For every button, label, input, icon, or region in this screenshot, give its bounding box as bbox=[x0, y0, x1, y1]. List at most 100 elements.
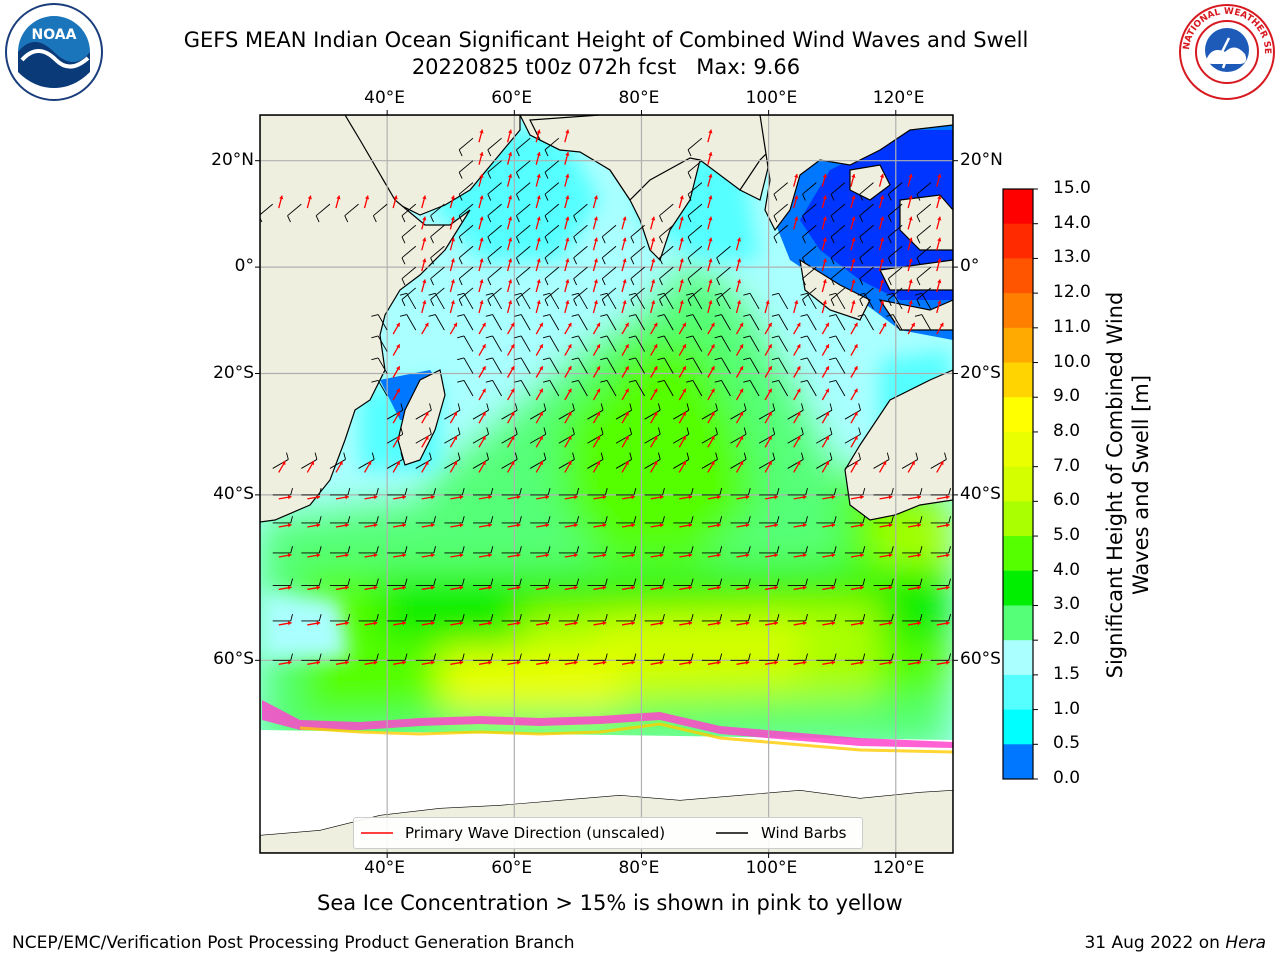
wind-barb bbox=[800, 335, 817, 352]
colorbar-segment bbox=[1003, 501, 1033, 537]
wave-direction-arrow bbox=[707, 388, 715, 401]
wind-barb bbox=[386, 452, 404, 469]
wave-direction-arrow bbox=[850, 300, 856, 314]
wave-direction-arrow bbox=[678, 279, 684, 293]
wind-barb bbox=[730, 578, 751, 586]
wave-direction-arrow bbox=[821, 300, 827, 314]
wave-direction-arrow bbox=[278, 495, 292, 500]
legend-wave-label: Primary Wave Direction (unscaled) bbox=[405, 824, 666, 842]
wind-barb bbox=[816, 488, 837, 496]
wind-barb bbox=[514, 314, 531, 331]
wave-direction-arrow bbox=[392, 435, 401, 448]
wind-barb bbox=[773, 224, 788, 244]
wind-barb bbox=[544, 287, 560, 307]
wave-direction-arrow bbox=[393, 495, 407, 500]
wind-barb bbox=[800, 314, 817, 331]
wind-barb bbox=[628, 357, 646, 374]
wind-barb bbox=[558, 403, 575, 420]
colorbar-tick-label: 1.0 bbox=[1053, 698, 1081, 719]
wind-barb bbox=[873, 546, 894, 554]
wind-barb bbox=[844, 427, 861, 444]
colorbar-tick-label: 8.0 bbox=[1053, 420, 1081, 441]
wind-barb bbox=[472, 488, 494, 496]
wind-barb bbox=[287, 203, 302, 223]
wave-direction-arrow bbox=[621, 411, 630, 424]
wind-barb bbox=[844, 403, 861, 420]
wind-barb bbox=[587, 653, 608, 661]
wind-barb bbox=[916, 266, 932, 286]
wind-barb bbox=[329, 614, 351, 622]
wave-direction-arrow bbox=[907, 322, 916, 335]
legend-barb-label: Wind Barbs bbox=[761, 824, 847, 842]
wave-direction-arrow bbox=[335, 523, 349, 528]
wind-barb bbox=[387, 578, 408, 586]
wave-direction-arrow bbox=[850, 460, 858, 473]
wave-direction-arrow bbox=[364, 553, 378, 558]
wave-direction-arrow bbox=[735, 237, 742, 251]
wave-direction-arrow bbox=[793, 621, 807, 626]
wave-direction-arrow bbox=[449, 279, 455, 293]
wind-barb bbox=[787, 653, 808, 661]
wind-barb bbox=[487, 203, 502, 223]
lat-label-right: 40°S bbox=[960, 483, 1001, 504]
wave-direction-arrow bbox=[507, 621, 521, 626]
wind-barb bbox=[601, 245, 617, 265]
wind-barb bbox=[701, 546, 723, 554]
wave-direction-arrow bbox=[679, 495, 693, 500]
wave-direction-arrow bbox=[478, 322, 487, 335]
wave-direction-arrow bbox=[507, 365, 515, 378]
wind-barb bbox=[542, 335, 560, 352]
wind-barb bbox=[657, 335, 674, 352]
forecast-subtitle: 20220825 t00z 072h fcst Max: 9.66 bbox=[411, 55, 801, 79]
wind-barb bbox=[673, 403, 690, 420]
sea-ice-edge bbox=[262, 700, 953, 754]
wave-direction-arrow bbox=[535, 173, 541, 187]
wind-barb bbox=[659, 224, 674, 244]
wave-direction-arrow bbox=[335, 660, 349, 665]
wave-direction-arrow bbox=[707, 435, 715, 448]
wind-barb bbox=[415, 614, 437, 622]
lat-label-left: 0° bbox=[234, 256, 254, 277]
wind-barb bbox=[773, 203, 788, 223]
wave-direction-arrow bbox=[908, 585, 922, 591]
wave-direction-arrow bbox=[478, 495, 492, 500]
colorbar-segment bbox=[1003, 674, 1033, 711]
wind-barb bbox=[771, 357, 789, 374]
wave-direction-arrow bbox=[507, 553, 521, 558]
wave-direction-arrow bbox=[907, 237, 913, 251]
wave-direction-arrow bbox=[478, 216, 484, 230]
wind-barb bbox=[616, 546, 637, 554]
wind-barb bbox=[501, 546, 522, 554]
wind-barb bbox=[787, 403, 804, 420]
wind-barb bbox=[758, 452, 776, 469]
wind-barb bbox=[673, 578, 694, 586]
wind-barb bbox=[902, 578, 923, 586]
wave-direction-arrow bbox=[621, 258, 627, 272]
wave-direction-arrow bbox=[793, 435, 801, 448]
wind-barb bbox=[487, 160, 502, 179]
wind-barb bbox=[501, 427, 518, 444]
wind-barb bbox=[616, 653, 637, 661]
wave-direction-arrow bbox=[621, 344, 630, 356]
wave-direction-arrow bbox=[564, 388, 572, 401]
wind-barb bbox=[587, 488, 608, 496]
wind-barb bbox=[630, 224, 645, 244]
wind-barb bbox=[914, 292, 932, 310]
wave-direction-arrow bbox=[450, 585, 464, 591]
wind-barb bbox=[372, 203, 388, 223]
wave-direction-arrow bbox=[850, 365, 858, 378]
wind-barb bbox=[272, 452, 289, 469]
wave-direction-arrow bbox=[822, 585, 836, 591]
wind-barb bbox=[859, 224, 874, 244]
wave-direction-arrow bbox=[449, 216, 455, 230]
wind-barb-legend-line bbox=[716, 832, 748, 834]
wind-barb bbox=[829, 292, 846, 310]
wave-direction-arrow bbox=[564, 495, 578, 500]
wave-direction-arrow bbox=[593, 585, 607, 591]
wind-barb bbox=[472, 578, 494, 586]
wind-barb bbox=[701, 427, 718, 444]
colorbar-segment bbox=[1003, 397, 1033, 433]
wave-direction-arrow bbox=[936, 279, 942, 293]
wave-direction-arrow bbox=[907, 460, 916, 473]
wave-direction-arrow bbox=[936, 258, 942, 272]
